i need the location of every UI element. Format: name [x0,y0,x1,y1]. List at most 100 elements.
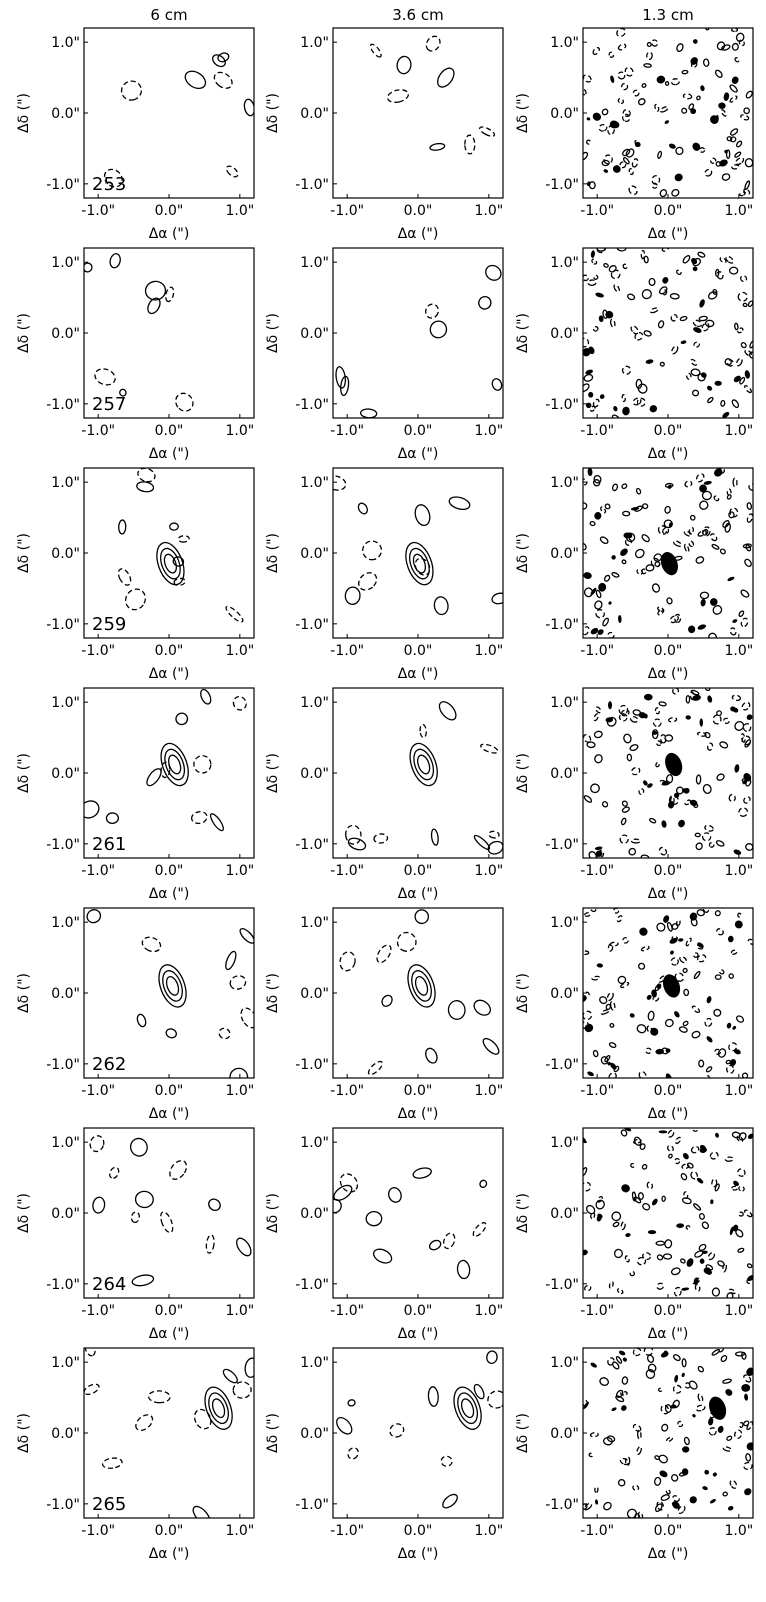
noise-contour [677,1420,684,1428]
y-tick-label: 0.0" [51,546,80,562]
noise-contour [585,1204,596,1215]
noise-contour [707,1251,716,1261]
noise-contour [229,975,247,990]
noise-contour [657,150,663,159]
noise-contour [743,1374,752,1383]
noise-contour [200,688,212,705]
y-tick-label: -1.0" [295,1057,329,1073]
source-contour [160,547,181,580]
noise-contour [712,1472,717,1477]
noise-contour [682,255,691,264]
noise-contour [733,849,742,855]
y-tick-label: 0.0" [51,766,80,782]
noise-contour [664,120,670,124]
noise-contour [664,1239,673,1249]
noise-contour [729,507,739,518]
noise-contour [655,1048,665,1055]
panel-frame [582,247,754,419]
noise-contour [651,39,659,47]
noise-contour [666,597,673,605]
noise-contour [682,1446,690,1453]
noise-contour [650,1027,659,1036]
noise-contour [690,368,701,377]
x-tick-label: 1.0" [724,1303,753,1319]
noise-contour [621,365,632,375]
noise-contour [684,799,692,806]
noise-contour [672,1399,680,1409]
noise-contour [624,1255,630,1263]
noise-contour [686,372,692,380]
noise-contour [583,337,590,348]
noise-contour [669,293,680,300]
noise-contour [621,82,629,91]
x-tick-label: 0.0" [155,423,184,439]
noise-contour [697,373,706,382]
y-tick-label: 0.0" [300,766,329,782]
noise-contour [690,917,698,927]
noise-contour [136,481,155,493]
noise-contour [89,1135,105,1153]
noise-contour [654,103,660,112]
x-tick-label: 0.0" [654,1303,683,1319]
noise-contour [621,1405,627,1411]
noise-contour [741,701,751,711]
column-title-3: 1.3 cm [642,6,693,24]
noise-contour [630,507,640,511]
panel-frame [83,1127,255,1299]
noise-contour [695,473,705,483]
noise-contour [728,266,739,275]
y-tick-label: 1.0" [550,1355,579,1371]
noise-contour [695,556,705,564]
noise-contour [729,95,738,103]
noise-contour [729,627,737,636]
noise-contour [728,973,734,979]
noise-contour [193,755,212,774]
noise-contour [109,253,121,269]
source-id-label: 261 [92,834,126,855]
source-id-label: 265 [92,1494,126,1515]
noise-contour [425,303,439,319]
noise-contour [141,936,162,953]
noise-contour [697,624,707,630]
noise-contour [627,293,636,301]
noise-contour [596,963,604,968]
source-contour [165,975,180,996]
noise-contour [742,723,752,732]
noise-contour [729,1058,737,1067]
x-tick-label: -1.0" [330,203,364,219]
x-tick-label: -1.0" [81,1303,115,1319]
noise-contour [735,32,745,42]
noise-contour [681,788,688,793]
panel-frame [332,467,504,639]
noise-contour [595,1499,599,1505]
noise-contour [701,832,712,842]
noise-contour [738,610,745,617]
noise-contour [681,69,689,75]
noise-contour [160,761,171,779]
noise-contour [610,75,615,84]
contour-layer [339,909,500,1076]
x-tick-label: 0.0" [654,423,683,439]
noise-contour [615,1389,624,1398]
y-tick-label: 1.0" [550,475,579,491]
noise-contour [592,112,602,121]
noise-contour [674,1157,681,1165]
noise-contour [488,830,500,839]
noise-contour [681,1358,687,1368]
noise-contour [728,793,736,803]
noise-contour [586,741,596,749]
contour-layer [333,475,503,616]
noise-contour [626,1508,637,1518]
noise-contour [704,319,715,328]
noise-contour [583,996,587,1003]
noise-contour [688,540,695,548]
noise-contour [612,165,621,173]
noise-contour [721,44,731,51]
noise-contour [690,1171,698,1180]
noise-contour [677,1505,686,1514]
noise-contour [704,731,711,739]
x-tick-label: -1.0" [580,423,614,439]
noise-contour [638,788,645,795]
noise-contour [683,530,693,537]
noise-contour [592,1049,599,1058]
